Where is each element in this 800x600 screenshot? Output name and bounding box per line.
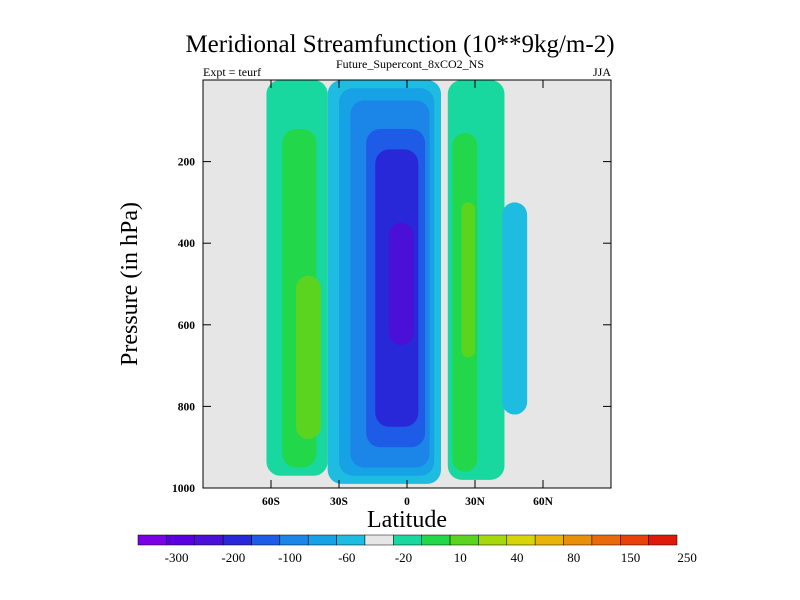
y-tick-label: 800 xyxy=(178,401,196,413)
colorbar-swatch xyxy=(307,534,337,546)
x-tick-label: 60N xyxy=(533,496,554,508)
colorbar-label: 250 xyxy=(677,550,697,565)
colorbar-swatch xyxy=(336,534,366,546)
colorbar-swatch xyxy=(137,534,167,546)
x-axis-title: Latitude xyxy=(367,507,447,533)
colorbar-swatch xyxy=(421,534,451,546)
colorbar-swatch xyxy=(364,534,394,546)
colorbar-swatch xyxy=(166,534,195,546)
colorbar-swatch xyxy=(620,534,649,546)
colorbar-swatch xyxy=(393,534,422,546)
contour-regions xyxy=(266,80,528,484)
x-tick-label: 60S xyxy=(262,496,280,508)
colorbar-label: 40 xyxy=(510,550,523,565)
contour-region xyxy=(502,202,528,415)
case-label: Future_Supercont_8xCO2_NS xyxy=(336,57,484,71)
season-label: JJA xyxy=(593,65,611,79)
contour-region xyxy=(295,275,321,440)
chart-title: Meridional Streamfunction (10**9kg/m-2) xyxy=(185,31,614,58)
colorbar-label: -200 xyxy=(221,550,245,565)
y-tick-label: 200 xyxy=(178,157,196,169)
y-tick-label: 600 xyxy=(178,320,196,332)
colorbar: -300 -200 -100 -60 -20 10 40 80 150 250 xyxy=(137,534,697,565)
contour-region xyxy=(388,222,414,346)
colorbar-swatch xyxy=(591,534,621,546)
colorbar-swatch xyxy=(506,534,536,546)
x-tick-label: 30N xyxy=(465,496,486,508)
colorbar-swatch xyxy=(222,534,252,546)
colorbar-swatch xyxy=(194,534,224,546)
colorbar-swatch xyxy=(478,534,508,546)
x-tick-label: 0 xyxy=(404,496,410,508)
experiment-label: Expt = teurf xyxy=(203,65,261,79)
x-tick-label: 30S xyxy=(330,496,348,508)
colorbar-swatch xyxy=(648,534,678,546)
axis-ticks: 60S 30S 0 30N 60N 200 400 600 800 1000 xyxy=(172,80,611,508)
colorbar-swatch xyxy=(563,534,593,546)
colorbar-swatch xyxy=(279,534,309,546)
y-tick-label: 1000 xyxy=(172,483,195,495)
colorbar-label: 80 xyxy=(567,550,580,565)
colorbar-swatch xyxy=(251,534,281,546)
colorbar-label: -20 xyxy=(395,550,412,565)
colorbar-label: -300 xyxy=(165,550,189,565)
colorbar-label: -60 xyxy=(338,550,355,565)
colorbar-label: 150 xyxy=(621,550,641,565)
colorbar-swatch xyxy=(449,534,479,546)
colorbar-swatch xyxy=(534,534,564,546)
colorbar-label: -100 xyxy=(278,550,302,565)
contour-region xyxy=(461,202,475,358)
y-tick-label: 400 xyxy=(178,238,196,250)
y-axis-title: Pressure (in hPa) xyxy=(117,202,143,366)
colorbar-label: 10 xyxy=(454,550,467,565)
